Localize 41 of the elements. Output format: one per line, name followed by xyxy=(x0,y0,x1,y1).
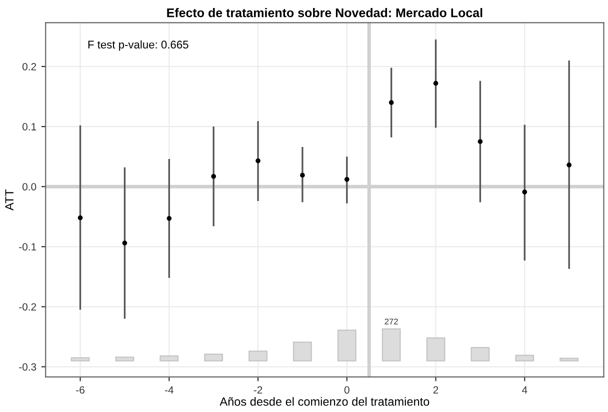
x-tick-label: -2 xyxy=(254,386,262,394)
point xyxy=(522,190,528,194)
annotation: F test p-value: 0.665 xyxy=(88,40,188,51)
bar xyxy=(115,356,134,362)
y-tick-label: 0.0 xyxy=(22,183,36,190)
bar xyxy=(204,354,224,362)
x-tick-label: -6 xyxy=(76,386,84,394)
bar xyxy=(293,342,312,362)
y-tick-label: -0.1 xyxy=(19,243,36,251)
bar xyxy=(382,328,401,362)
point xyxy=(78,215,83,220)
point xyxy=(256,158,260,164)
point xyxy=(122,240,128,246)
annotation: 272 xyxy=(384,318,398,324)
point xyxy=(478,139,483,144)
chart-title: Efecto de tratamiento sobre Novedad: Mercado Local xyxy=(167,8,482,18)
x-tick-label: -4 xyxy=(164,386,174,394)
bar xyxy=(160,355,179,362)
bar xyxy=(426,337,446,362)
y-tick-label: 0.1 xyxy=(22,123,36,130)
y-tick-label: -0.3 xyxy=(19,363,36,371)
y-axis-title: ATT xyxy=(5,189,14,211)
x-tick-label: 0 xyxy=(344,386,350,394)
point xyxy=(388,100,394,105)
bar xyxy=(515,354,534,362)
point xyxy=(300,172,305,178)
point xyxy=(344,176,350,182)
bar xyxy=(70,357,90,362)
y-tick-label: -0.2 xyxy=(19,303,36,311)
bar xyxy=(337,330,356,362)
point xyxy=(566,162,572,168)
x-tick-label: 4 xyxy=(522,386,528,394)
bar xyxy=(248,350,268,362)
x-tick-label: 2 xyxy=(433,386,438,394)
point xyxy=(433,80,438,86)
bar xyxy=(560,358,579,362)
bar xyxy=(470,347,490,362)
x-axis-title: Años desde el comienzo del tratamiento xyxy=(220,397,430,406)
point xyxy=(166,216,172,221)
y-tick-label: 0.2 xyxy=(22,63,36,70)
point xyxy=(211,174,216,179)
